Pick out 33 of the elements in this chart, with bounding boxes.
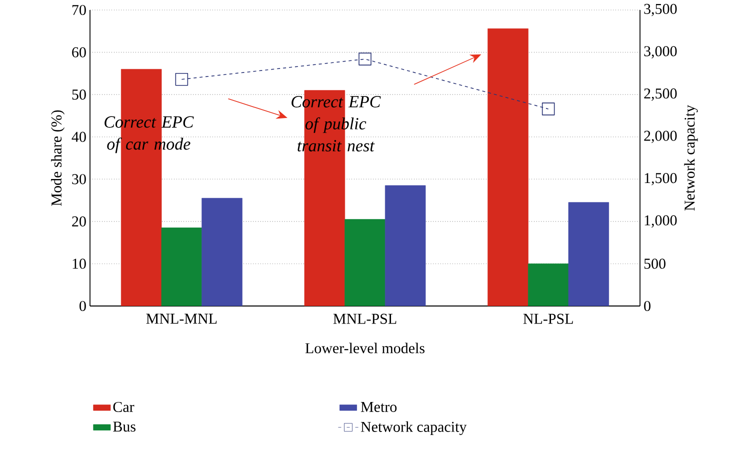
y-axis-title: Mode share (%) (51, 110, 65, 206)
y2-tick-label: 3,500 (644, 4, 677, 16)
y-tick-label: 10 (72, 258, 86, 269)
bar (528, 264, 569, 306)
y2-axis-title: Network capacity (684, 104, 698, 211)
bar (344, 219, 386, 306)
y-tick-label: 20 (72, 216, 86, 226)
y-tick-label: 50 (72, 90, 86, 100)
point (175, 72, 188, 86)
y2-tick-label: 0 (644, 300, 650, 312)
y-tick-label: 60 (72, 47, 86, 58)
y2-tick-label: 2,000 (644, 130, 677, 143)
y-tick-label: 40 (72, 132, 86, 142)
x-tick-label: NL-PSL (523, 314, 573, 324)
legend-label: Metro (360, 402, 397, 412)
legend-label: Bus (113, 422, 136, 432)
y-tick-label: 30 (72, 174, 86, 184)
x-tick-label: MNL-PSL (333, 314, 396, 324)
x-tick-label: MNL-MNL (146, 314, 217, 324)
y2-tick-label: 3,000 (644, 46, 677, 58)
bar (488, 28, 528, 306)
legend-label: Car (113, 402, 134, 412)
y-tick-label: 0 (80, 300, 86, 312)
x-axis-title: Lower-level models (305, 342, 424, 354)
point (542, 102, 555, 116)
y2-tick-label: 1,000 (644, 215, 677, 228)
y2-tick-label: 1,500 (644, 173, 677, 186)
legend-label: Network capacity (360, 421, 467, 436)
y2-tick-label: 2,500 (644, 88, 677, 101)
y2-tick-label: 500 (644, 258, 666, 269)
bar (161, 228, 202, 306)
y-tick-label: 70 (72, 4, 86, 16)
point (358, 52, 372, 66)
